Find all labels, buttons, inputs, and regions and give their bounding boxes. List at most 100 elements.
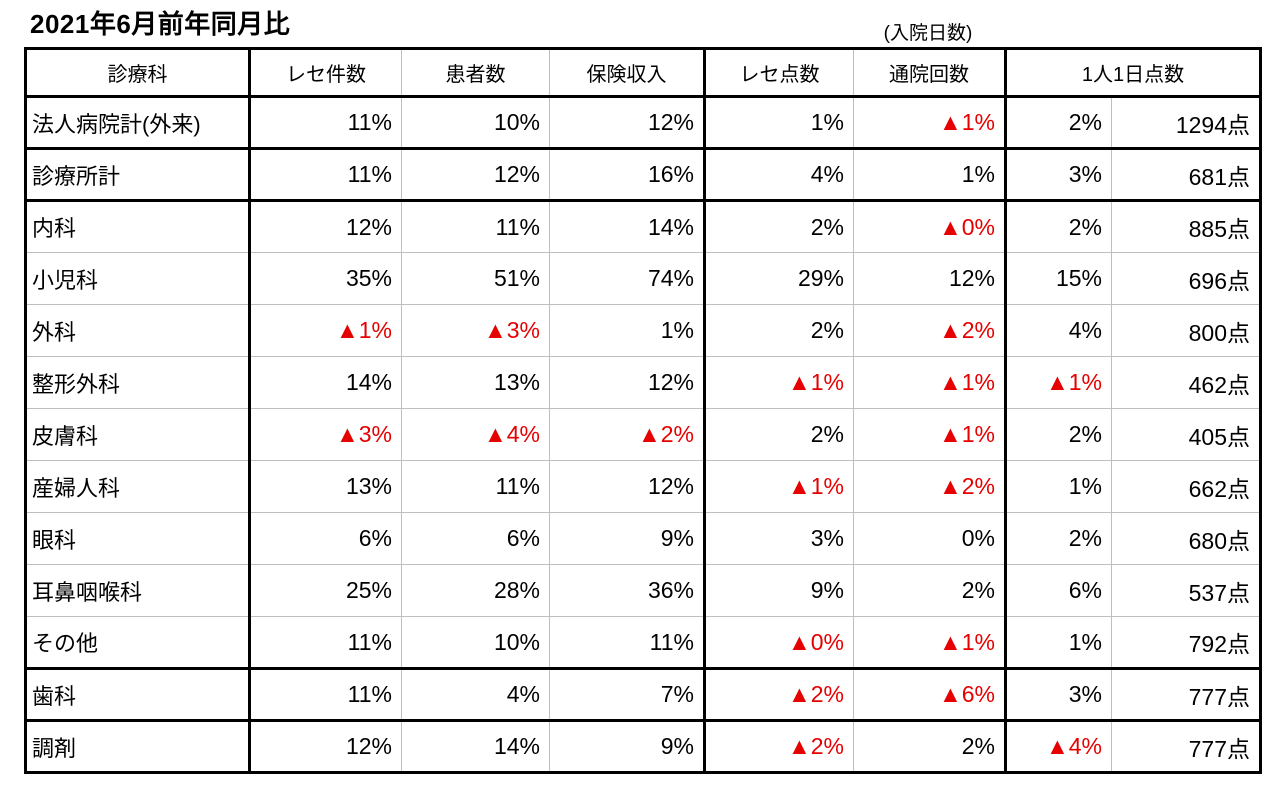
value-cell: 2% [704,304,854,357]
yoy-comparison-table: 診療科 レセ件数 患者数 保険収入 レセ点数 通院回数 1人1日点数 法人病院計… [24,47,1262,774]
table-row: 診療所計 11% 12% 16% 4% 1% 3% 681点 [25,148,1261,202]
department-cell: 眼科 [25,512,251,565]
col-header-points-per-person-day: 1人1日点数 [1005,48,1261,98]
value-cell: 51% [401,252,550,305]
value-cell: ▲2% [704,720,854,774]
table-row: 法人病院計(外来) 11% 10% 12% 1% ▲1% 2% 1294点 [25,96,1261,150]
department-cell: 産婦人科 [25,460,251,513]
department-cell: 歯科 [25,668,251,722]
value-cell: 6% [249,512,402,565]
value-cell: 12% [249,200,402,253]
department-cell: 調剤 [25,720,251,774]
value-cell: ▲3% [249,408,402,461]
value-cell: 2% [1005,200,1112,253]
value-cell: 696点 [1111,252,1261,305]
col-header-insurance-income: 保険収入 [549,48,706,98]
value-cell: ▲2% [549,408,706,461]
value-cell: ▲2% [853,460,1007,513]
value-cell: ▲0% [704,616,854,670]
value-cell: 16% [549,148,706,202]
value-cell: 662点 [1111,460,1261,513]
value-cell: 800点 [1111,304,1261,357]
value-cell: 885点 [1111,200,1261,253]
value-cell: 537点 [1111,564,1261,617]
department-cell: 診療所計 [25,148,251,202]
value-cell: 11% [249,148,402,202]
table-row: 皮膚科 ▲3% ▲4% ▲2% 2% ▲1% 2% 405点 [25,408,1261,461]
col-header-patient-count: 患者数 [401,48,550,98]
value-cell: 12% [549,460,706,513]
value-cell: 1% [853,148,1007,202]
table-row: 小児科 35% 51% 74% 29% 12% 15% 696点 [25,252,1261,305]
value-cell: 12% [401,148,550,202]
value-cell: 4% [1005,304,1112,357]
value-cell: 1% [704,96,854,150]
value-cell: 2% [704,200,854,253]
value-cell: 14% [249,356,402,409]
value-cell: ▲4% [401,408,550,461]
value-cell: 11% [549,616,706,670]
value-cell: 14% [401,720,550,774]
value-cell: ▲0% [853,200,1007,253]
value-cell: 35% [249,252,402,305]
value-cell: 1% [1005,616,1112,670]
header-row: 診療科 レセ件数 患者数 保険収入 レセ点数 通院回数 1人1日点数 [25,48,1261,98]
value-cell: 4% [401,668,550,722]
value-cell: ▲4% [1005,720,1112,774]
value-cell: ▲6% [853,668,1007,722]
value-cell: 36% [549,564,706,617]
value-cell: 777点 [1111,668,1261,722]
table-body: 法人病院計(外来) 11% 10% 12% 1% ▲1% 2% 1294点 診療所計 11% 12%… [25,96,1261,774]
department-cell: 小児科 [25,252,251,305]
value-cell: 2% [704,408,854,461]
value-cell: ▲1% [1005,356,1112,409]
table-row: 外科 ▲1% ▲3% 1% 2% ▲2% 4% 800点 [25,304,1261,357]
value-cell: 777点 [1111,720,1261,774]
value-cell: ▲1% [249,304,402,357]
value-cell: 680点 [1111,512,1261,565]
value-cell: 11% [401,200,550,253]
value-cell: 12% [249,720,402,774]
value-cell: ▲2% [853,304,1007,357]
value-cell: 9% [704,564,854,617]
table-row: その他 11% 10% 11% ▲0% ▲1% 1% 792点 [25,616,1261,670]
inpatient-days-note: (入院日数) [883,23,973,44]
value-cell: ▲1% [853,408,1007,461]
value-cell: 1% [549,304,706,357]
value-cell: 9% [549,512,706,565]
value-cell: 1294点 [1111,96,1261,150]
value-cell: ▲1% [704,356,854,409]
value-cell: 1% [1005,460,1112,513]
table-row: 内科 12% 11% 14% 2% ▲0% 2% 885点 [25,200,1261,253]
value-cell: 3% [704,512,854,565]
value-cell: 15% [1005,252,1112,305]
value-cell: ▲1% [853,356,1007,409]
value-cell: 28% [401,564,550,617]
department-cell: 法人病院計(外来) [25,96,251,150]
value-cell: 4% [704,148,854,202]
value-cell: 14% [549,200,706,253]
department-cell: 耳鼻咽喉科 [25,564,251,617]
page-title: 2021年6月前年同月比 [30,9,291,39]
value-cell: 2% [1005,408,1112,461]
value-cell: 11% [249,96,402,150]
value-cell: 3% [1005,148,1112,202]
value-cell: 11% [249,616,402,670]
value-cell: 6% [1005,564,1112,617]
col-header-department: 診療科 [25,48,251,98]
value-cell: ▲3% [401,304,550,357]
value-cell: 792点 [1111,616,1261,670]
value-cell: 13% [401,356,550,409]
department-cell: 皮膚科 [25,408,251,461]
value-cell: 2% [1005,96,1112,150]
value-cell: 681点 [1111,148,1261,202]
value-cell: 3% [1005,668,1112,722]
value-cell: ▲1% [704,460,854,513]
value-cell: 2% [1005,512,1112,565]
table-row: 眼科 6% 6% 9% 3% 0% 2% 680点 [25,512,1261,565]
value-cell: 6% [401,512,550,565]
value-cell: 10% [401,616,550,670]
value-cell: 7% [549,668,706,722]
value-cell: 2% [853,720,1007,774]
department-cell: 整形外科 [25,356,251,409]
